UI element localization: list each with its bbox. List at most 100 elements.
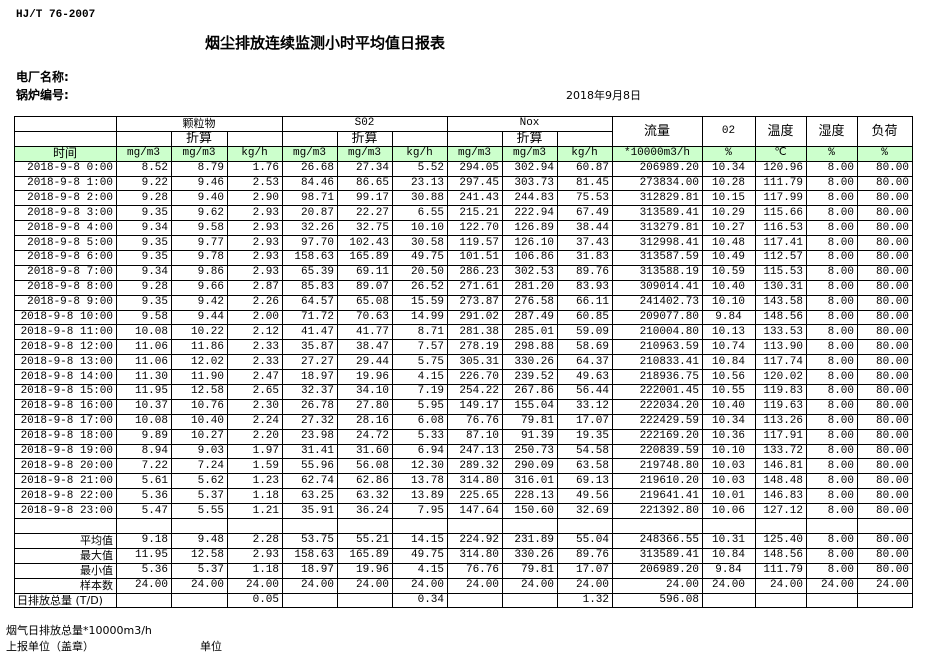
value-cell: 10.37 bbox=[116, 398, 172, 415]
value-cell: 9.48 bbox=[171, 532, 228, 549]
value-cell: 80.00 bbox=[857, 250, 913, 266]
value-cell: 2.00 bbox=[227, 309, 283, 326]
value-cell: 18.97 bbox=[282, 369, 338, 386]
value-cell: 5.36 bbox=[116, 488, 172, 505]
table-row: 2018-9-8 13:00 11.06 12.02 2.33 27.27 29.44 5.… bbox=[14, 354, 913, 371]
blank-cell bbox=[612, 518, 703, 534]
value-cell: 2.12 bbox=[227, 324, 283, 341]
value-cell: 65.39 bbox=[282, 264, 338, 281]
value-cell: 24.00 bbox=[857, 577, 913, 594]
value-cell: 10.28 bbox=[702, 175, 756, 192]
value-cell: 11.06 bbox=[116, 354, 172, 371]
value-cell: 10.40 bbox=[702, 279, 756, 296]
value-cell: 330.26 bbox=[502, 354, 558, 371]
value-cell: 8.00 bbox=[806, 205, 858, 222]
table-row: 2018-9-8 3:00 9.35 9.62 2.93 20.87 22.27 6.55 2… bbox=[14, 205, 913, 222]
value-cell: 19.35 bbox=[557, 428, 613, 445]
blank-cell bbox=[392, 130, 448, 147]
value-cell: 228.13 bbox=[502, 488, 558, 505]
value-cell: 313588.19 bbox=[612, 264, 703, 281]
value-cell: 226.70 bbox=[447, 369, 503, 386]
value-cell: 254.22 bbox=[447, 384, 503, 400]
value-cell: 8.00 bbox=[806, 547, 858, 564]
value-cell: 7.95 bbox=[392, 503, 448, 520]
table-row: 2018-9-8 14:00 11.30 11.90 2.47 18.97 19.96 4.… bbox=[14, 369, 913, 386]
table-row: 2018-9-8 15:00 11.95 12.58 2.65 32.37 34.10 7.… bbox=[14, 384, 913, 400]
table-row: 2018-9-8 11:00 10.08 10.22 2.12 41.47 41.77 8.… bbox=[14, 324, 913, 341]
value-cell: 1.97 bbox=[227, 443, 283, 460]
unit-header: mg/m3 bbox=[282, 145, 338, 162]
value-cell: 119.57 bbox=[447, 235, 503, 252]
report-date: 2018年9月8日 bbox=[566, 89, 641, 102]
value-cell: 49.63 bbox=[557, 369, 613, 386]
value-cell: 9.22 bbox=[116, 175, 172, 192]
value-cell: 8.79 bbox=[171, 160, 228, 177]
table-row: 2018-9-8 19:00 8.94 9.03 1.97 31.41 31.60 6.94… bbox=[14, 443, 913, 460]
value-cell: 59.09 bbox=[557, 324, 613, 341]
value-cell: 24.00 bbox=[806, 577, 858, 594]
value-cell: 10.31 bbox=[702, 532, 756, 549]
value-cell: 37.43 bbox=[557, 235, 613, 252]
value-cell: 17.07 bbox=[557, 562, 613, 579]
value-cell bbox=[171, 592, 228, 609]
value-cell: 12.58 bbox=[171, 547, 228, 564]
value-cell: 80.00 bbox=[857, 443, 913, 460]
value-cell: 147.64 bbox=[447, 503, 503, 520]
value-cell: 8.00 bbox=[806, 339, 858, 356]
blank-cell bbox=[282, 130, 338, 147]
value-cell: 6.94 bbox=[392, 443, 448, 460]
header-row-groups: 颗粒物 S02 Nox 流量 02 温度 湿度 负荷 bbox=[14, 116, 913, 147]
value-cell: 209077.80 bbox=[612, 309, 703, 326]
value-cell: 313589.41 bbox=[612, 547, 703, 564]
value-cell: 63.58 bbox=[557, 458, 613, 475]
value-cell: 22.27 bbox=[337, 205, 393, 222]
reporting-unit-label: 上报单位（盖章） bbox=[6, 640, 94, 653]
value-cell: 219610.20 bbox=[612, 473, 703, 490]
value-cell: 215.21 bbox=[447, 205, 503, 222]
value-cell: 148.48 bbox=[755, 473, 807, 490]
value-cell: 10.59 bbox=[702, 264, 756, 281]
value-cell: 2.93 bbox=[227, 547, 283, 564]
value-cell: 250.73 bbox=[502, 443, 558, 460]
value-cell bbox=[857, 592, 913, 609]
table-row: 2018-9-8 1:00 9.22 9.46 2.53 84.46 86.65 23.13… bbox=[14, 175, 913, 192]
value-cell: 222169.20 bbox=[612, 428, 703, 445]
value-cell: 8.00 bbox=[806, 473, 858, 490]
value-cell: 9.77 bbox=[171, 235, 228, 252]
value-cell: 9.35 bbox=[116, 235, 172, 252]
stats-row: 平均值 9.18 9.48 2.28 53.75 55.21 14.15 224.92 231.… bbox=[14, 532, 913, 549]
time-cell: 2018-9-8 21:00 bbox=[14, 473, 117, 490]
value-cell: 24.00 bbox=[392, 577, 448, 594]
value-cell: 11.95 bbox=[116, 384, 172, 400]
value-cell: 80.00 bbox=[857, 309, 913, 326]
value-cell: 35.87 bbox=[282, 339, 338, 356]
time-cell: 2018-9-8 16:00 bbox=[14, 398, 117, 415]
value-cell: 31.41 bbox=[282, 443, 338, 460]
value-cell: 9.28 bbox=[116, 190, 172, 207]
value-cell: 23.98 bbox=[282, 428, 338, 445]
value-cell: 101.51 bbox=[447, 250, 503, 266]
value-cell: 60.85 bbox=[557, 309, 613, 326]
blank-cell bbox=[227, 130, 283, 147]
value-cell: 24.00 bbox=[612, 577, 703, 594]
value-cell: 112.57 bbox=[755, 250, 807, 266]
value-cell: 9.18 bbox=[116, 532, 172, 549]
value-cell: 29.44 bbox=[337, 354, 393, 371]
value-cell: 2.93 bbox=[227, 250, 283, 266]
value-cell: 10.55 bbox=[702, 384, 756, 400]
value-cell: 222.94 bbox=[502, 205, 558, 222]
value-cell: 80.00 bbox=[857, 354, 913, 371]
value-cell: 80.00 bbox=[857, 384, 913, 400]
value-cell: 14.15 bbox=[392, 532, 448, 549]
value-cell: 126.10 bbox=[502, 235, 558, 252]
value-cell: 116.53 bbox=[755, 220, 807, 237]
value-cell: 12.02 bbox=[171, 354, 228, 371]
value-cell: 5.95 bbox=[392, 398, 448, 415]
value-cell: 119.63 bbox=[755, 398, 807, 415]
time-cell: 2018-9-8 20:00 bbox=[14, 458, 117, 475]
value-cell: 206989.20 bbox=[612, 562, 703, 579]
value-cell: 18.97 bbox=[282, 562, 338, 579]
value-cell: 0.05 bbox=[227, 592, 283, 609]
value-cell: 8.00 bbox=[806, 294, 858, 311]
value-cell: 231.89 bbox=[502, 532, 558, 549]
